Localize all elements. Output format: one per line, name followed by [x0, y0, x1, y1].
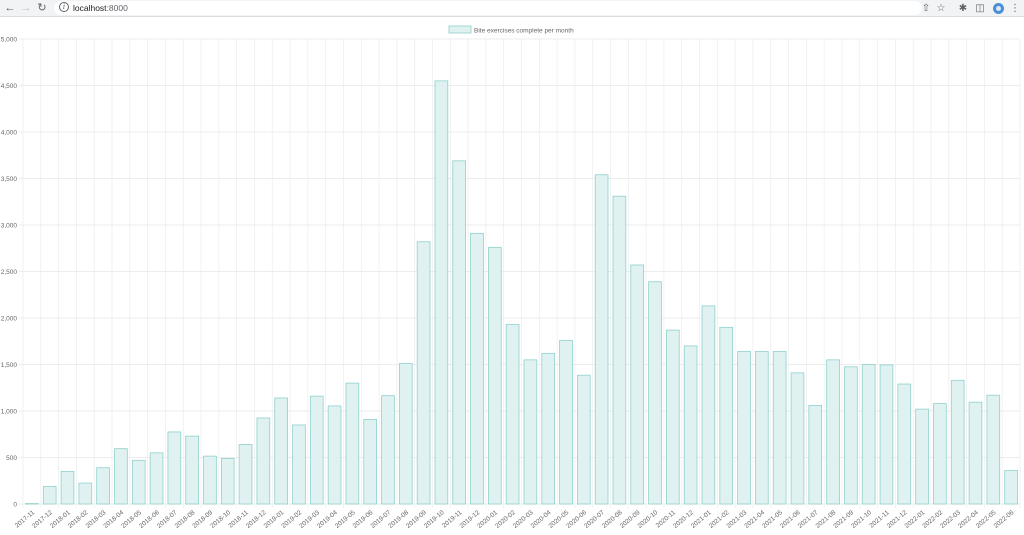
bar-2019-02[interactable] [292, 424, 306, 505]
bar-2022-05[interactable] [986, 394, 1001, 505]
bar-2020-05[interactable] [559, 339, 573, 505]
legend-label[interactable]: Bite exercises complete per month [474, 28, 574, 35]
bar-2021-05[interactable] [772, 351, 787, 505]
bar-2022-01[interactable] [915, 408, 929, 505]
bar-chart: 0 500 1,000 1,500 2,000 2,500 3,000 3,500 4,000 4… [1, 25, 1021, 530]
bar-2021-07[interactable] [808, 405, 823, 505]
bar-2019-06[interactable] [363, 418, 377, 505]
bar-2018-06[interactable] [149, 452, 164, 505]
y-tick-label: 1,500 [1, 362, 18, 369]
side-panel-icon[interactable]: ◫ [975, 3, 985, 14]
bar-2021-12[interactable] [897, 383, 912, 505]
x-axis-ticks: 2017-112017-122018-012018-022018-032018-… [14, 509, 1016, 530]
bar-2019-12[interactable] [470, 232, 484, 505]
bar-2017-12[interactable] [42, 485, 57, 505]
bar-2020-09[interactable] [630, 264, 645, 505]
bar-2017-11[interactable] [25, 503, 39, 505]
y-tick-label: 500 [6, 455, 17, 462]
forward-arrow-icon[interactable]: → [20, 2, 32, 14]
bar-2018-12[interactable] [256, 417, 271, 505]
bar-2018-01[interactable] [60, 471, 75, 505]
bar-2020-04[interactable] [541, 352, 556, 505]
bar-2021-11[interactable] [879, 364, 894, 505]
y-tick-label: 2,000 [1, 315, 18, 322]
bar-2018-03[interactable] [96, 467, 110, 505]
y-tick-label: 1,000 [1, 408, 18, 415]
bar-2020-12[interactable] [683, 345, 698, 505]
bar-2019-03[interactable] [309, 395, 324, 505]
bar-2021-08[interactable] [826, 359, 840, 505]
browser-toolbar: ← → ↻ i localhost:8000 ⇧ ☆ ✱ ◫ ⋮ [0, 0, 1024, 17]
bar-2021-10[interactable] [861, 364, 876, 505]
url-port: :8000 [106, 3, 128, 13]
bar-2020-10[interactable] [648, 281, 662, 505]
y-tick-label: 2,500 [1, 269, 18, 276]
profile-avatar-icon[interactable] [993, 3, 1004, 14]
bar-2019-04[interactable] [327, 405, 342, 505]
bar-2018-07[interactable] [167, 431, 182, 505]
bar-2019-09[interactable] [416, 241, 431, 505]
y-tick-label: 5,000 [1, 36, 18, 43]
legend-swatch[interactable] [448, 25, 472, 34]
bar-2018-04[interactable] [114, 448, 128, 505]
url-text[interactable]: localhost:8000 [73, 1, 128, 15]
legend[interactable]: Bite exercises complete per month [448, 25, 574, 35]
bar-2020-06[interactable] [577, 374, 591, 505]
star-icon[interactable]: ☆ [936, 3, 946, 14]
y-tick-label: 3,000 [1, 222, 18, 229]
bar-2022-03[interactable] [950, 379, 965, 505]
url-host: localhost [73, 3, 107, 13]
bar-2018-09[interactable] [203, 455, 217, 505]
bar-2020-01[interactable] [487, 246, 502, 505]
y-tick-label: 3,500 [1, 176, 18, 183]
share-icon[interactable]: ⇧ [921, 3, 931, 14]
bar-2021-06[interactable] [790, 372, 805, 505]
bar-2020-03[interactable] [523, 359, 538, 505]
bar-2019-11[interactable] [452, 160, 466, 505]
bar-2018-11[interactable] [238, 444, 253, 505]
y-axis-ticks: 0 500 1,000 1,500 2,000 2,500 3,000 3,500 4,000 4… [1, 36, 18, 508]
bars [25, 80, 1018, 505]
bar-2018-10[interactable] [220, 458, 235, 505]
grid-lines [19, 38, 1021, 508]
bar-2019-08[interactable] [398, 363, 413, 505]
bar-2018-02[interactable] [78, 482, 93, 505]
bar-2020-11[interactable] [666, 329, 680, 505]
y-tick-label: 0 [13, 501, 17, 508]
bar-2021-01[interactable] [701, 305, 716, 505]
info-icon[interactable]: i [59, 2, 69, 12]
bar-2021-04[interactable] [755, 351, 769, 505]
reload-icon[interactable]: ↻ [37, 2, 47, 14]
bar-2022-02[interactable] [933, 403, 947, 505]
address-bar[interactable]: i localhost:8000 [54, 1, 922, 15]
bar-2018-05[interactable] [131, 459, 146, 505]
bar-2019-05[interactable] [345, 382, 360, 505]
bar-2022-04[interactable] [968, 401, 983, 505]
extensions-icon[interactable]: ✱ [958, 3, 968, 14]
bar-2018-08[interactable] [185, 435, 199, 505]
bar-2021-02[interactable] [719, 326, 734, 505]
menu-dots-icon[interactable]: ⋮ [1010, 3, 1020, 14]
bar-2019-07[interactable] [381, 395, 395, 505]
bar-2019-10[interactable] [434, 80, 449, 505]
bar-2019-01[interactable] [274, 397, 288, 505]
back-arrow-icon[interactable]: ← [4, 2, 16, 14]
x-tick-label: 2022-06 [993, 509, 1016, 530]
bar-2022-06[interactable] [1004, 470, 1018, 505]
bar-2020-07[interactable] [594, 174, 609, 505]
bar-2020-02[interactable] [505, 324, 520, 505]
y-tick-label: 4,500 [1, 83, 18, 90]
bar-2021-09[interactable] [844, 366, 858, 505]
bar-2020-08[interactable] [612, 195, 627, 505]
bar-2021-03[interactable] [737, 351, 751, 505]
y-tick-label: 4,000 [1, 129, 18, 136]
